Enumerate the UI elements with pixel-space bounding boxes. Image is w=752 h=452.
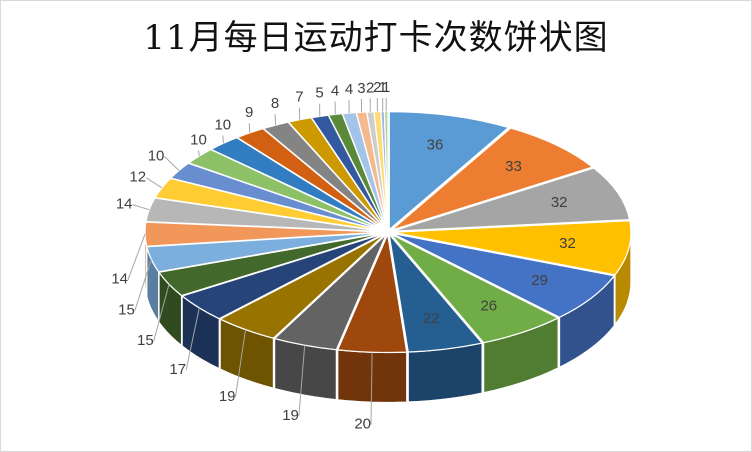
leader-line-12 bbox=[153, 284, 170, 342]
data-label-23: 5 bbox=[315, 85, 323, 102]
data-label-3: 32 bbox=[551, 194, 568, 211]
data-label-29: 1 bbox=[379, 79, 387, 96]
leader-line-10 bbox=[235, 329, 246, 397]
leader-line-15 bbox=[132, 204, 150, 211]
data-label-9: 19 bbox=[282, 407, 299, 424]
pie-slice-6 bbox=[390, 233, 560, 344]
data-label-25: 4 bbox=[345, 81, 353, 98]
data-label-8: 20 bbox=[354, 416, 371, 433]
leader-line-9 bbox=[298, 345, 306, 417]
pie-slice-9 bbox=[273, 233, 387, 351]
data-label-5: 29 bbox=[531, 272, 548, 289]
pie-slice-3 bbox=[392, 167, 631, 232]
leader-line-11 bbox=[185, 307, 200, 371]
leader-line-18 bbox=[198, 150, 200, 157]
data-label-17: 10 bbox=[148, 147, 165, 164]
leader-line-14 bbox=[127, 234, 146, 280]
leader-line-13 bbox=[134, 259, 152, 311]
leader-line-17 bbox=[164, 156, 180, 171]
data-label-28: 2 bbox=[373, 79, 381, 96]
data-label-24: 4 bbox=[331, 82, 339, 99]
data-label-27: 2 bbox=[366, 79, 374, 96]
leader-line-21 bbox=[274, 114, 277, 126]
data-label-22: 7 bbox=[295, 89, 303, 106]
data-label-7: 22 bbox=[423, 310, 440, 327]
data-label-16: 12 bbox=[129, 169, 146, 186]
chart-title: 11月每日运动打卡次数饼状图 bbox=[143, 18, 609, 58]
data-label-6: 26 bbox=[480, 298, 497, 315]
data-label-21: 8 bbox=[271, 95, 279, 112]
data-label-15: 14 bbox=[116, 196, 133, 213]
pie-slice-30 bbox=[383, 110, 389, 230]
data-label-12: 15 bbox=[137, 332, 154, 349]
data-label-11: 17 bbox=[169, 361, 186, 378]
data-label-4: 32 bbox=[559, 235, 576, 252]
pie-slice-5 bbox=[391, 232, 616, 318]
pie-slice-2 bbox=[391, 127, 594, 231]
leader-line-19 bbox=[222, 135, 224, 144]
leader-line-8 bbox=[370, 352, 373, 425]
data-label-20: 9 bbox=[245, 104, 253, 121]
pie-slice-11 bbox=[180, 232, 385, 320]
data-label-26: 3 bbox=[357, 80, 365, 97]
data-label-2: 33 bbox=[505, 158, 522, 175]
data-label-1: 36 bbox=[427, 136, 444, 153]
data-label-19: 10 bbox=[214, 116, 231, 133]
pie-slice-1 bbox=[388, 111, 510, 231]
data-label-18: 10 bbox=[190, 131, 207, 148]
leader-line-16 bbox=[145, 177, 163, 189]
data-label-14: 14 bbox=[111, 271, 128, 288]
pie-slice-4 bbox=[392, 220, 632, 276]
data-label-13: 15 bbox=[118, 302, 135, 319]
pie-slice-7 bbox=[388, 232, 484, 353]
data-label-30: 1 bbox=[382, 79, 390, 96]
leader-line-20 bbox=[248, 123, 251, 133]
pie-slice-10 bbox=[218, 233, 386, 339]
data-label-10: 19 bbox=[219, 388, 236, 405]
